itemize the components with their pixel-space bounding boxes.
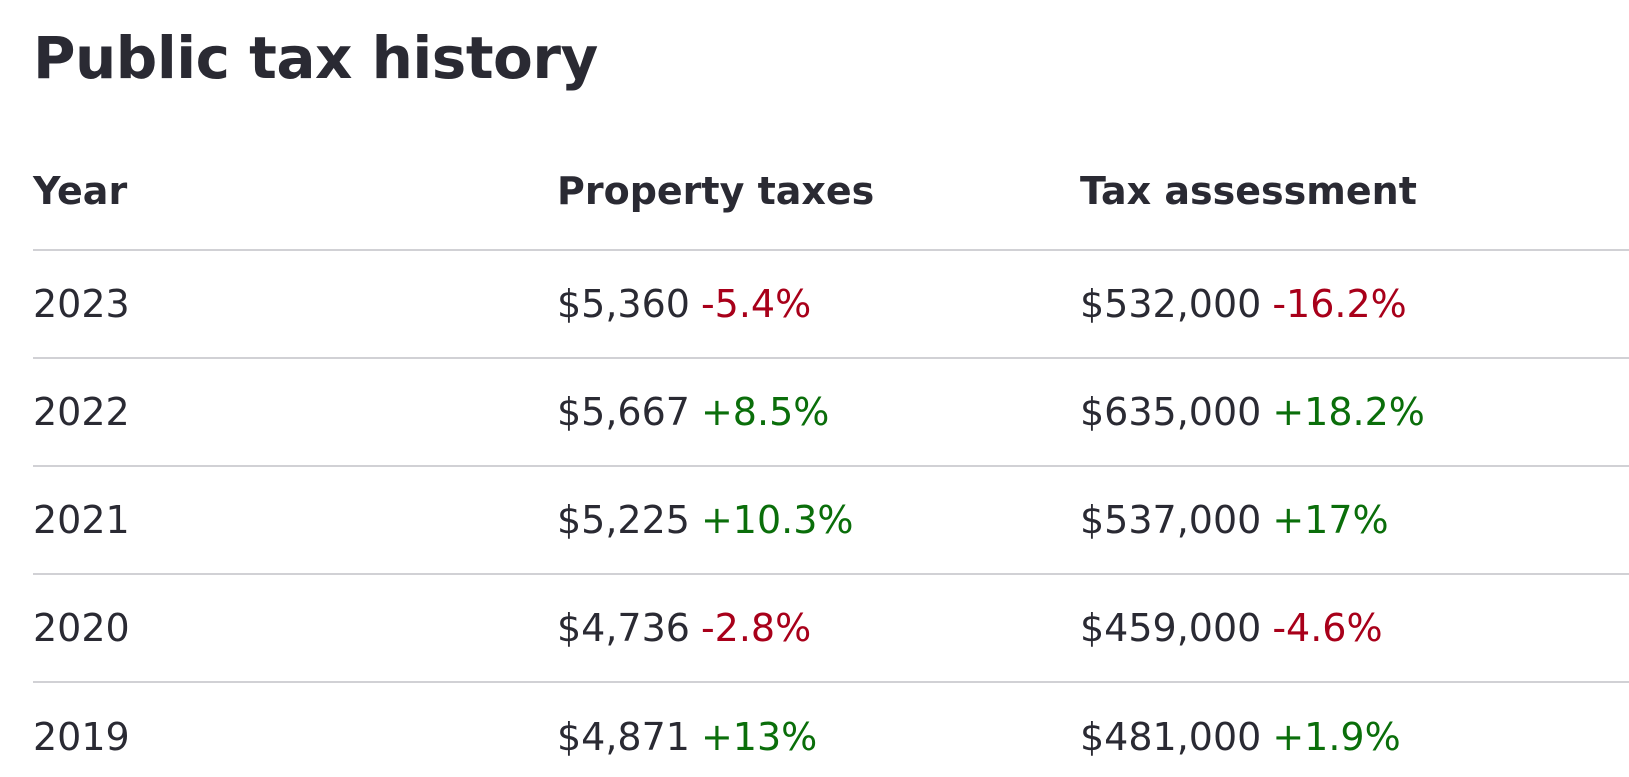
property-tax-amount: $4,736 bbox=[557, 606, 690, 650]
assessment-amount: $481,000 bbox=[1080, 715, 1262, 759]
year-cell: 2022 bbox=[33, 390, 130, 434]
tax-assessment-cell: $459,000 -4.6% bbox=[1080, 575, 1383, 681]
column-header-year: Year bbox=[33, 168, 128, 213]
table-row: 2021 $5,225 +10.3% $537,000 +17% bbox=[33, 467, 1629, 575]
property-taxes-cell: $5,667 +8.5% bbox=[557, 359, 829, 465]
column-header-property-taxes: Property taxes bbox=[557, 168, 875, 213]
assessment-amount: $635,000 bbox=[1080, 390, 1262, 434]
column-header-tax-assessment: Tax assessment bbox=[1080, 168, 1417, 213]
year-cell: 2020 bbox=[33, 606, 130, 650]
page-title: Public tax history bbox=[33, 24, 598, 92]
property-tax-change: -5.4% bbox=[700, 282, 812, 326]
assessment-amount: $532,000 bbox=[1080, 282, 1262, 326]
table-header-row: Year Property taxes Tax assessment bbox=[33, 136, 1629, 251]
table-row: 2020 $4,736 -2.8% $459,000 -4.6% bbox=[33, 575, 1629, 683]
assessment-change: +1.9% bbox=[1272, 715, 1401, 759]
tax-assessment-cell: $532,000 -16.2% bbox=[1080, 251, 1407, 357]
table-row: 2023 $5,360 -5.4% $532,000 -16.2% bbox=[33, 251, 1629, 359]
tax-assessment-cell: $537,000 +17% bbox=[1080, 467, 1389, 573]
property-tax-change: -2.8% bbox=[700, 606, 812, 650]
property-tax-change: +10.3% bbox=[700, 498, 854, 542]
table-row: 2022 $5,667 +8.5% $635,000 +18.2% bbox=[33, 359, 1629, 467]
property-taxes-cell: $4,736 -2.8% bbox=[557, 575, 811, 681]
property-taxes-cell: $5,360 -5.4% bbox=[557, 251, 811, 357]
property-taxes-cell: $5,225 +10.3% bbox=[557, 467, 854, 573]
tax-assessment-cell: $481,000 +1.9% bbox=[1080, 683, 1401, 777]
property-tax-amount: $5,225 bbox=[557, 498, 690, 542]
assessment-change: -16.2% bbox=[1272, 282, 1407, 326]
year-cell: 2023 bbox=[33, 282, 130, 326]
table-row: 2019 $4,871 +13% $481,000 +1.9% bbox=[33, 683, 1629, 777]
property-tax-amount: $5,667 bbox=[557, 390, 690, 434]
property-tax-amount: $5,360 bbox=[557, 282, 690, 326]
assessment-amount: $537,000 bbox=[1080, 498, 1262, 542]
assessment-amount: $459,000 bbox=[1080, 606, 1262, 650]
assessment-change: +17% bbox=[1272, 498, 1389, 542]
property-taxes-cell: $4,871 +13% bbox=[557, 683, 817, 777]
tax-history-table: Year Property taxes Tax assessment 2023 $… bbox=[33, 136, 1629, 777]
year-cell: 2021 bbox=[33, 498, 130, 542]
property-tax-amount: $4,871 bbox=[557, 715, 690, 759]
property-tax-change: +8.5% bbox=[700, 390, 830, 434]
year-cell: 2019 bbox=[33, 715, 130, 759]
assessment-change: +18.2% bbox=[1272, 390, 1425, 434]
tax-assessment-cell: $635,000 +18.2% bbox=[1080, 359, 1425, 465]
assessment-change: -4.6% bbox=[1272, 606, 1383, 650]
property-tax-change: +13% bbox=[700, 715, 818, 759]
